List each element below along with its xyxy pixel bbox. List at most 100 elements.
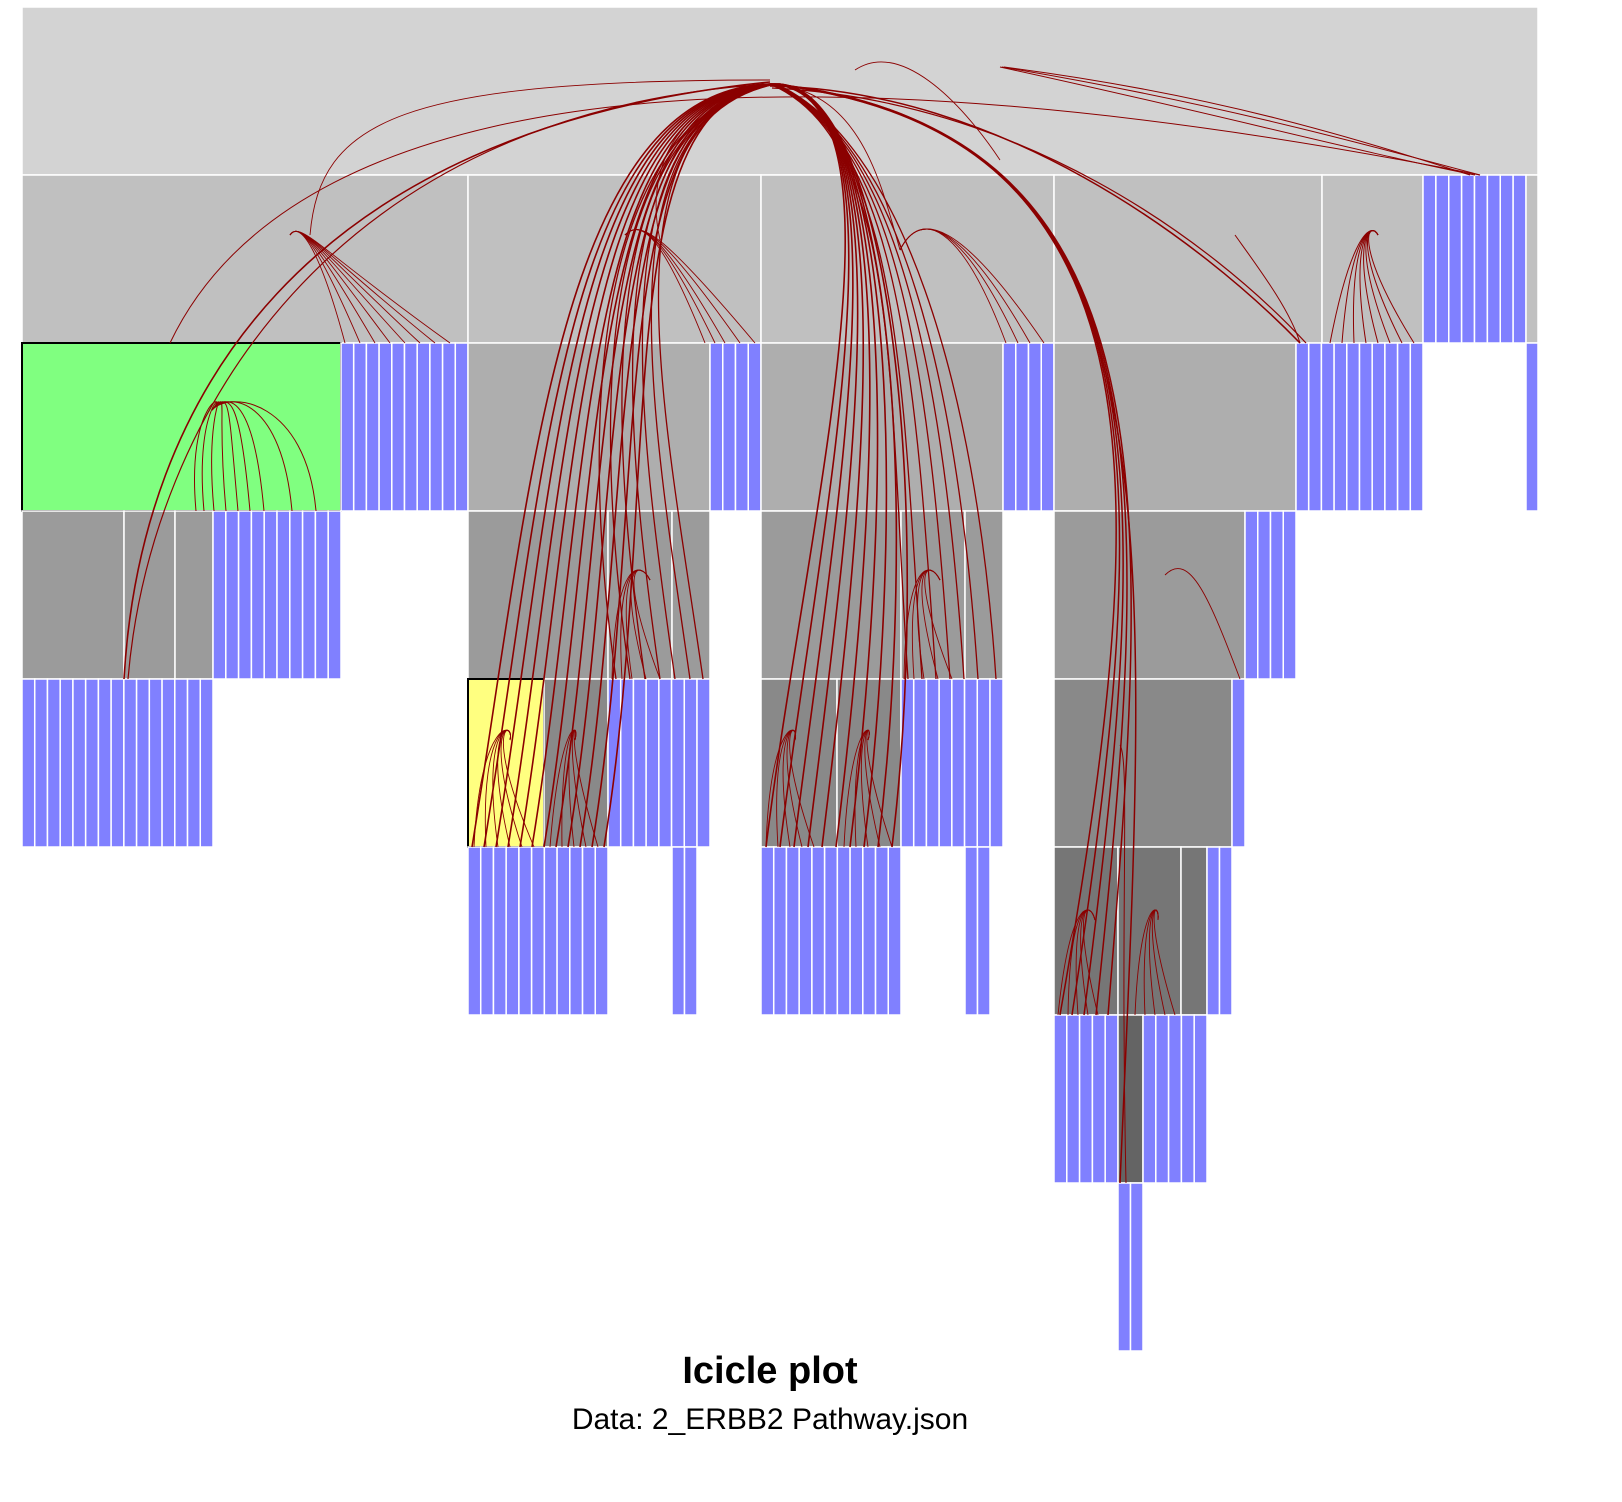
group-node [900,510,966,680]
leaf-node [594,846,609,1016]
pathway-edge [899,228,1045,344]
leaf-node [391,342,406,512]
pathway-edge [641,83,775,680]
pathway-edge [773,83,965,680]
leaf-node [989,678,1004,848]
pathway-edge [624,229,756,344]
leaf-node [289,510,304,680]
leaf-node [1066,1014,1081,1184]
leaf-node [340,342,355,512]
leaf-node [1396,342,1412,512]
leaf-node [1371,342,1386,512]
leaf-node [696,678,711,848]
leaf-node [900,678,915,848]
leaf-node [1078,1014,1094,1184]
leaf-node [327,510,342,680]
pathway-edge [650,83,776,680]
leaf-node [467,846,482,1016]
leaf-node [1129,1182,1144,1352]
leaf-node [378,342,393,512]
leaf-node [912,678,928,848]
pathway-edge [1003,66,1471,176]
leaf-node [72,678,87,848]
group-node [123,510,176,680]
leaf-node [505,846,520,1016]
leaf-node [887,846,902,1016]
leaf-node [1155,1014,1170,1184]
leaf-node [1512,174,1527,344]
pathway-edge [1153,909,1176,1016]
group-node [174,510,214,680]
leaf-node [1040,342,1055,512]
pathway-edge [633,569,661,680]
leaf-node [59,678,74,848]
leaf-node [186,678,202,848]
leaf-node [1027,342,1042,512]
pathway-edge [555,83,778,848]
leaf-node [1053,1014,1068,1184]
leaf-node [250,510,265,680]
leaf-node [110,678,125,848]
pathway-edge [769,85,1301,344]
group-node [1053,174,1323,344]
pathway-edge [924,569,953,680]
pathway-edge [771,87,1307,344]
pathway-edge [778,83,909,848]
leaf-node [1282,510,1297,680]
leaf-node [403,342,418,512]
pathway-edge [127,83,773,680]
leaf-node [429,342,444,512]
root-node [21,6,1539,176]
leaf-node [976,678,991,848]
pathway-edge [1164,568,1241,680]
leaf-node [581,846,597,1016]
pathway-edge [1001,66,1481,176]
leaf-node [276,510,291,680]
group-node [467,174,762,344]
pathway-edge [309,79,771,236]
group-node [1053,510,1246,680]
pathway-edge [1082,909,1099,1016]
pathway-edge [621,83,773,680]
leaf-node [174,678,189,848]
leaf-node [760,846,775,1016]
chart-subtitle: Data: 2_ERBB2 Pathway.json [571,1403,969,1436]
leaf-node [556,846,571,1016]
leaf-node [951,678,966,848]
leaf-node [862,846,877,1016]
leaf-node [683,678,698,848]
leaf-node [1525,342,1539,512]
pathway-edge [789,729,815,848]
leaf-node [84,678,100,848]
leaf-node [123,678,138,848]
leaf-node [1104,1014,1119,1184]
leaf-node [518,846,533,1016]
leaf-node [237,510,253,680]
leaf-node [1486,174,1501,344]
chart-title: Icicle plot [682,1350,858,1392]
leaf-node [1015,342,1030,512]
pathway-edge [999,66,1476,176]
leaf-node [135,678,151,848]
leaf-node [1244,510,1259,680]
pathway-edge [771,83,937,680]
leaf-node [823,846,839,1016]
pathway-edge [519,83,775,848]
leaf-node [1180,1014,1195,1184]
leaf-node [225,510,240,680]
pathway-edge [774,83,1137,1184]
leaf-node [97,678,112,848]
leaf-node [1320,342,1335,512]
leaf-node [1002,342,1017,512]
group-node [1053,678,1233,848]
pathway-edge [657,83,777,680]
leaf-node [148,678,163,848]
leaf-node [785,846,800,1016]
group-node [1053,342,1297,512]
leaf-node [454,342,469,512]
pathway-edge [772,83,951,680]
pathway-edge [769,83,909,680]
leaf-node [709,342,724,512]
group-node [760,342,1004,512]
pathway-edge [169,96,1481,344]
